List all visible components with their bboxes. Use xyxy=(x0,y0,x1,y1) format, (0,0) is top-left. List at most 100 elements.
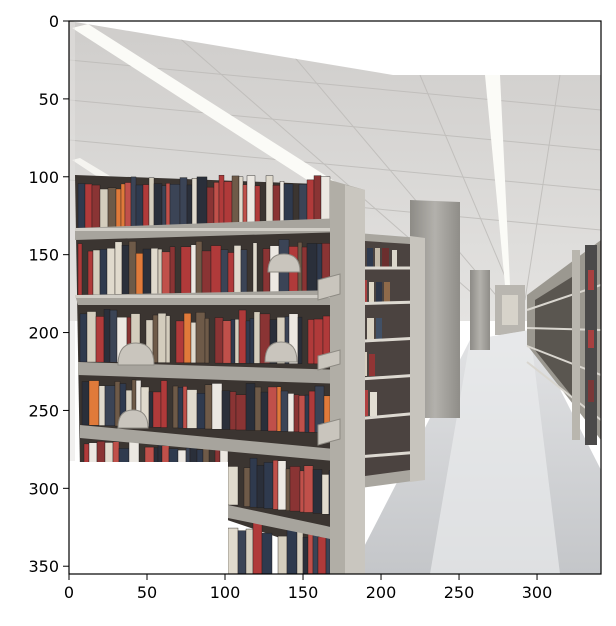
book-spine xyxy=(161,445,170,473)
x-tick-label: 50 xyxy=(137,583,157,602)
book-spine xyxy=(169,246,176,294)
book-spine xyxy=(237,530,247,574)
book-spine xyxy=(302,537,309,574)
book-spine xyxy=(233,245,242,293)
book-spine xyxy=(307,319,315,365)
book-spine xyxy=(254,386,262,431)
book-spine xyxy=(253,311,261,364)
book-spine xyxy=(81,381,90,426)
book-spine xyxy=(227,527,239,574)
book-spine xyxy=(77,243,83,296)
book-spine xyxy=(191,178,198,226)
y-tick-label: 250 xyxy=(28,401,59,420)
book-spine xyxy=(169,184,181,227)
book-spine xyxy=(172,385,179,429)
book-spine xyxy=(86,311,97,363)
book-spine xyxy=(286,526,298,574)
book-spine xyxy=(242,184,248,225)
book-spine xyxy=(307,530,314,574)
book-spine xyxy=(223,181,233,225)
book-spine xyxy=(249,318,255,364)
book-spine xyxy=(157,443,163,473)
book-spine xyxy=(142,248,152,295)
book-spine xyxy=(277,460,287,511)
book-spine xyxy=(98,385,106,426)
book-spine xyxy=(320,176,331,223)
book-spine xyxy=(227,466,239,506)
book-spine xyxy=(84,183,93,229)
book-spine xyxy=(279,181,285,224)
book-spine xyxy=(211,383,223,430)
book-spine xyxy=(185,447,191,474)
book-spine xyxy=(107,187,117,228)
book-spine xyxy=(91,184,101,228)
book-spine xyxy=(298,395,306,433)
book-spine xyxy=(103,309,111,363)
book-spine xyxy=(128,241,137,295)
book-spine xyxy=(99,249,108,295)
book-spine xyxy=(177,387,184,429)
book-spine xyxy=(221,390,231,430)
book-spine xyxy=(165,183,171,227)
book-spine xyxy=(168,448,179,473)
book-spine xyxy=(79,313,88,363)
book-spine xyxy=(234,319,240,364)
book-spine xyxy=(104,442,114,471)
book-spine xyxy=(252,522,263,574)
book-spine xyxy=(142,184,150,227)
book-spine xyxy=(118,448,130,472)
book-spine xyxy=(153,447,159,473)
book-spine xyxy=(222,320,232,364)
book-spine xyxy=(214,317,224,364)
book-spine xyxy=(328,470,331,516)
x-axis: 0 50 100 150 200 250 300 xyxy=(64,574,552,602)
book-spine xyxy=(83,443,90,471)
book-spine xyxy=(304,394,310,433)
book-spine xyxy=(189,446,198,474)
book-spine xyxy=(177,449,187,473)
y-axis: 0 50 100 150 200 250 300 350 xyxy=(28,12,69,576)
axes-frame xyxy=(68,20,602,575)
book-spine xyxy=(165,315,171,363)
book-spine xyxy=(296,528,304,574)
book-spine xyxy=(96,441,106,471)
book-spine xyxy=(206,186,215,226)
book-spine xyxy=(231,175,240,225)
book-spine xyxy=(150,248,159,295)
book-spine xyxy=(128,441,140,472)
book-spine xyxy=(272,460,279,510)
book-spine xyxy=(293,394,300,433)
book-spine xyxy=(157,313,167,363)
book-spine xyxy=(124,182,132,228)
book-spine xyxy=(245,320,251,364)
book-spine xyxy=(238,176,244,225)
book-spine xyxy=(77,183,86,229)
book-spine xyxy=(201,250,212,294)
book-spine xyxy=(246,175,256,225)
ceiling-light xyxy=(72,24,345,196)
book-spine xyxy=(92,249,101,295)
book-spine xyxy=(317,536,327,574)
book-spine xyxy=(267,386,278,432)
right-shelves xyxy=(526,240,601,445)
book-spine xyxy=(280,390,289,432)
book-spine xyxy=(204,318,210,364)
book-spine xyxy=(186,184,193,226)
book-spine xyxy=(195,241,203,294)
y-tick-label: 200 xyxy=(28,324,59,343)
book-spine xyxy=(183,313,192,364)
book-spine xyxy=(115,188,122,228)
book-spine xyxy=(195,312,206,364)
x-tick-label: 100 xyxy=(210,583,241,602)
book-spine xyxy=(245,528,254,574)
book-spine xyxy=(306,179,315,223)
book-spine xyxy=(289,466,301,512)
book-spine xyxy=(285,468,291,511)
book-spine xyxy=(160,380,168,428)
book-spine xyxy=(88,380,100,426)
ceiling-light xyxy=(485,75,510,285)
y-tick-label: 100 xyxy=(28,168,59,187)
x-tick-label: 250 xyxy=(444,583,475,602)
book-spine xyxy=(235,394,247,431)
